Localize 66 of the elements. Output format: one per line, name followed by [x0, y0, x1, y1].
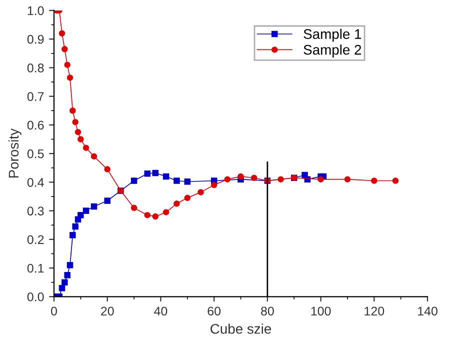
point	[184, 178, 191, 185]
point	[162, 209, 170, 216]
point	[250, 174, 258, 182]
y-axis-title: Porosity	[8, 128, 22, 178]
x-tick-label: 140	[418, 306, 438, 316]
point	[90, 153, 98, 160]
point	[82, 208, 90, 214]
point	[62, 46, 68, 52]
point	[152, 170, 159, 176]
y-tick-label: 0.1	[27, 264, 44, 273]
legend-label: Sample 1	[304, 28, 362, 42]
y-tick-label: 0.8	[27, 64, 44, 72]
y-tick-label: 0.7	[27, 92, 44, 101]
point	[66, 262, 74, 268]
point	[82, 144, 90, 151]
point	[184, 194, 191, 202]
y-tick-label: 0.2	[27, 235, 44, 244]
x-tick-label: 40	[154, 306, 168, 316]
point	[90, 203, 98, 210]
point	[344, 176, 351, 182]
point	[174, 178, 180, 184]
point	[70, 232, 76, 238]
point	[144, 170, 150, 177]
point	[318, 176, 324, 182]
y-tick-label: 0.5	[27, 149, 44, 158]
point	[144, 212, 150, 218]
point	[72, 118, 78, 126]
point	[162, 173, 170, 180]
x-tick-label: 60	[208, 306, 221, 316]
point	[392, 178, 399, 184]
x-tick-label: 100	[311, 306, 331, 316]
y-tick-label: 1.0	[28, 6, 44, 16]
legend-label: Sample 2	[304, 44, 362, 58]
x-tick-label: 80	[261, 306, 274, 316]
point	[78, 212, 84, 218]
point	[64, 62, 70, 68]
point	[62, 279, 68, 286]
y-tick-label: 0.9	[27, 34, 44, 44]
point	[210, 182, 218, 188]
point	[64, 272, 70, 278]
point	[198, 189, 204, 196]
point	[152, 213, 159, 220]
point	[104, 166, 110, 172]
point	[278, 176, 284, 182]
y-tick-label: 0.3	[27, 206, 44, 216]
y-tick-label: 0.6	[27, 120, 44, 130]
point	[224, 176, 231, 182]
x-tick-label: 120	[364, 306, 384, 316]
point	[104, 198, 110, 204]
point	[66, 74, 74, 81]
point	[130, 178, 138, 184]
y-tick-label: 0.0	[27, 292, 44, 302]
y-tick-label: 0.4	[27, 178, 44, 187]
point	[238, 173, 244, 180]
point	[371, 178, 378, 184]
point	[74, 128, 82, 136]
x-tick-label: 20	[101, 306, 114, 316]
point	[72, 223, 78, 230]
point	[130, 204, 138, 212]
point	[58, 30, 66, 36]
point	[174, 200, 180, 207]
x-tick-label: 0	[51, 306, 57, 316]
point	[78, 136, 84, 142]
point	[70, 108, 76, 114]
point	[58, 284, 66, 292]
x-axis-title: Cube szie	[210, 324, 272, 334]
